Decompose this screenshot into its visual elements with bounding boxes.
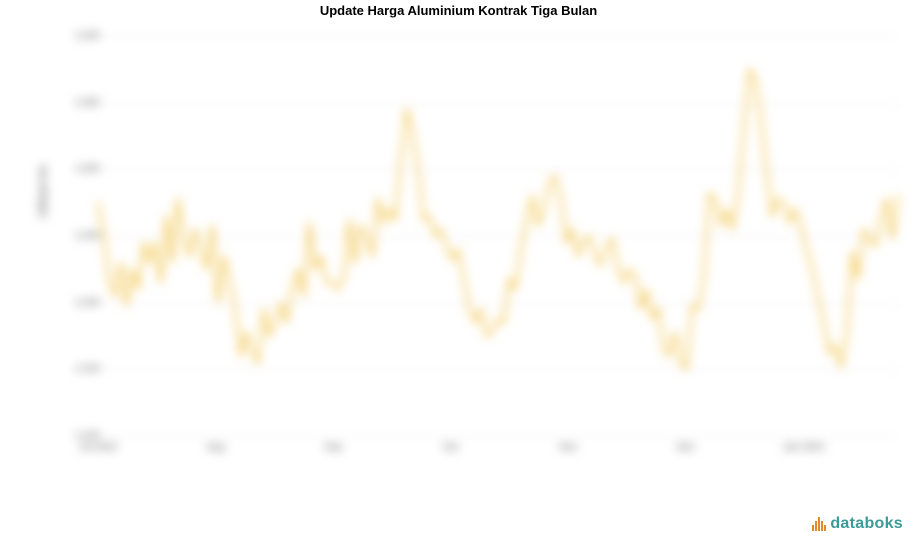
x-tick-label: Jan 2024 (783, 442, 824, 453)
y-axis-title: US$ per ton (38, 165, 49, 218)
y-tick-label: 2,400 (50, 31, 100, 42)
plot-area (98, 36, 898, 436)
line-layer (98, 36, 898, 436)
grid-line (98, 436, 898, 437)
x-tick-label: Dec (677, 442, 695, 453)
x-tick-label: Jul 2023 (79, 442, 117, 453)
chart-title: Update Harga Aluminium Kontrak Tiga Bula… (0, 0, 917, 18)
y-tick-label: 2,350 (50, 97, 100, 108)
logo-text: databoks (830, 515, 903, 533)
x-tick-label: Sep (324, 442, 342, 453)
y-tick-label: 2,250 (50, 231, 100, 242)
y-tick-label: 2,100 (50, 431, 100, 442)
y-tick-label: 2,150 (50, 364, 100, 375)
chart-area: US$ per ton 2,100 2,150 2,200 2,250 2,300 2,3… (38, 28, 908, 478)
y-tick-label: 2,300 (50, 164, 100, 175)
x-tick-label: Oct (443, 442, 459, 453)
logo-mark-icon (812, 517, 826, 531)
y-tick-label: 2,200 (50, 297, 100, 308)
price-series (98, 69, 898, 369)
x-tick-label: Aug (207, 442, 225, 453)
databoks-logo: databoks (812, 515, 903, 533)
x-tick-label: Nov (559, 442, 577, 453)
